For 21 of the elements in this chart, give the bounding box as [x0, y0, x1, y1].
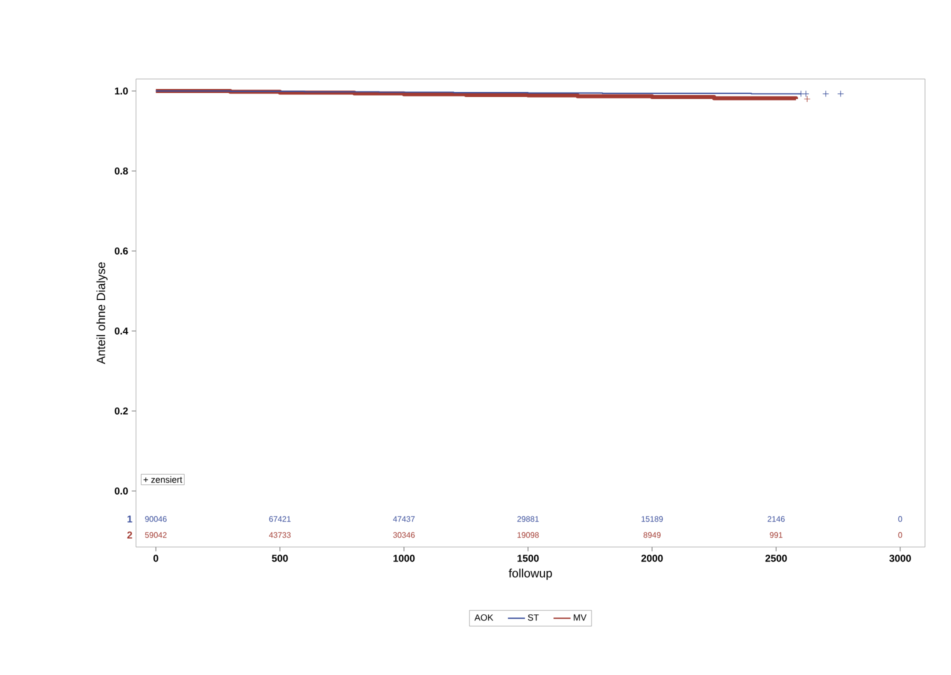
y-tick-label: 0.0: [114, 487, 128, 495]
y-tick-label: 0.2: [114, 407, 128, 415]
text: 1: [128, 516, 132, 522]
y-tick-label: 1.0: [115, 87, 128, 95]
y-tick-label: 0.6: [114, 247, 128, 255]
x-tick-label: 2500: [765, 554, 787, 562]
text: 2: [127, 532, 132, 538]
y-tick-label: 0.8: [114, 167, 128, 175]
legend-label: ST: [528, 614, 539, 621]
y-axis-title: Anteil ohne Dialyse: [96, 262, 108, 364]
x-tick-label: 2000: [641, 554, 663, 562]
y-tick-label: 0.4: [114, 327, 128, 335]
x-tick-label: 500: [272, 554, 288, 562]
x-tick-label: 1000: [394, 554, 415, 562]
x-axis-title: followup: [508, 568, 552, 580]
x-tick-label: 3000: [889, 554, 911, 562]
legend-title: AOK: [474, 614, 494, 621]
x-tick-label: 0: [153, 554, 158, 562]
x-tick-label: 1500: [518, 554, 539, 562]
legend-label: MV: [574, 614, 587, 621]
annotation: + zensiert: [144, 476, 182, 483]
